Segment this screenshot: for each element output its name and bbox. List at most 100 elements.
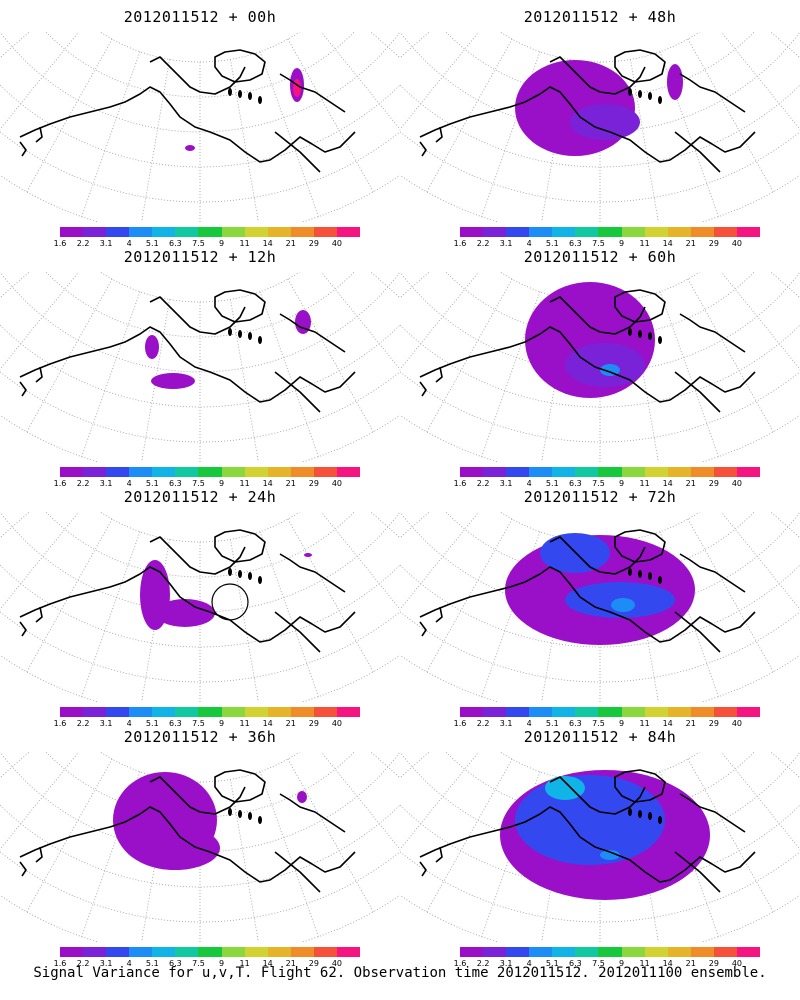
- colorbar-tick-label: 14: [662, 719, 673, 728]
- colorbar-swatch: [83, 467, 107, 477]
- longitude-line: [26, 758, 113, 913]
- island: [628, 568, 632, 576]
- colorbar-tick-label: 3.1: [499, 239, 513, 248]
- colorbar-swatch: [267, 707, 292, 717]
- coastline-segment: [19, 566, 356, 643]
- coastline-segment: [419, 566, 756, 643]
- colorbar-swatch: [598, 947, 623, 957]
- coastline-segment: [214, 289, 266, 323]
- colorbar-ticks: 1.6 2.2 3.1 4 5.1 6.3 7.5 9 11 14 21 29 40: [454, 479, 760, 491]
- longitude-line: [259, 51, 319, 217]
- colorbar-tick-label: 3.1: [499, 959, 513, 968]
- colorbar-swatch: [83, 707, 107, 717]
- coastline-segment: [35, 846, 43, 863]
- colorbar: [60, 227, 361, 237]
- longitude-line: [0, 752, 30, 779]
- coastline: [19, 49, 356, 173]
- coastline: [419, 529, 756, 653]
- colorbar-tick-label: 11: [239, 479, 250, 488]
- colorbar-tick-label: 21: [685, 719, 696, 728]
- longitude-line: [0, 752, 80, 850]
- island: [258, 336, 262, 344]
- longitude-line: [0, 512, 47, 548]
- colorbar-swatch: [336, 467, 361, 477]
- longitude-line: [370, 32, 400, 59]
- island: [638, 810, 642, 818]
- colorbar-tick-label: 2.2: [76, 719, 90, 728]
- island: [658, 96, 662, 104]
- panel-title: 2012011512 + 84h: [523, 728, 677, 746]
- coastline-segment: [35, 606, 43, 623]
- colorbar-swatch: [713, 227, 738, 237]
- coastline-segment: [214, 769, 266, 803]
- longitude-line: [659, 291, 719, 457]
- island: [658, 816, 662, 824]
- coastline-segment: [19, 621, 27, 637]
- longitude-line: [259, 291, 319, 457]
- colorbar-swatch: [736, 227, 761, 237]
- colorbar: [460, 227, 761, 237]
- colorbar-tick-label: 29: [708, 719, 719, 728]
- colorbar-tick-label: 29: [308, 959, 319, 968]
- colorbar-tick-label: 1.6: [453, 239, 467, 248]
- colorbar-tick-label: 6.3: [169, 719, 182, 728]
- longitude-line: [320, 272, 400, 370]
- longitude-line: [659, 531, 719, 697]
- colorbar-swatch: [598, 467, 623, 477]
- colorbar-tick-label: 40: [331, 479, 343, 488]
- colorbar-swatch: [106, 707, 130, 717]
- coastline-segment: [274, 371, 321, 413]
- longitude-line: [0, 32, 80, 130]
- longitude-line: [353, 272, 400, 308]
- longitude-line: [481, 531, 541, 697]
- longitude-line: [770, 32, 800, 59]
- colorbar-ticks: 1.6 2.2 3.1 4 5.1 6.3 7.5 9 11 14 21 29 40: [454, 959, 760, 971]
- latitude-line: [0, 324, 400, 408]
- island: [238, 330, 242, 338]
- longitude-line: [230, 299, 259, 462]
- longitude-line: [0, 272, 47, 308]
- longitude-line: [141, 59, 170, 222]
- latitude-line: [45, 32, 355, 98]
- colorbar-tick-label: 40: [731, 719, 743, 728]
- forecast-panel: 2012011512 + 00h 1.6 2.2 3.1 4 5.1 6.3 7.5 9 11 14…: [0, 8, 400, 253]
- colorbar-tick-label: 7.5: [192, 959, 205, 968]
- colorbar-swatch: [244, 707, 269, 717]
- colorbar-tick-label: 40: [331, 719, 343, 728]
- longitude-line: [400, 512, 430, 539]
- longitude-line: [426, 38, 513, 193]
- colorbar-swatch: [106, 227, 130, 237]
- colorbar-swatch: [667, 707, 692, 717]
- latitude-line: [99, 512, 301, 543]
- colorbar-tick-label: 4: [126, 479, 132, 488]
- longitude-line: [287, 758, 374, 913]
- colorbar-tick-label: 6.3: [569, 239, 582, 248]
- coastline-segment: [279, 553, 346, 593]
- longitude-line: [230, 779, 259, 942]
- colorbar-tick-label: 3.1: [99, 959, 113, 968]
- colorbar-tick-label: 40: [731, 239, 743, 248]
- colorbar-swatch: [621, 707, 646, 717]
- longitude-line: [259, 531, 319, 697]
- longitude-line: [770, 512, 800, 539]
- island: [228, 88, 232, 96]
- colorbar-swatch: [690, 707, 715, 717]
- colorbar-tick-label: 4: [526, 239, 532, 248]
- longitude-line: [687, 758, 774, 913]
- longitude-line: [26, 38, 113, 193]
- longitude-line: [81, 51, 141, 217]
- colorbar-swatch: [529, 707, 553, 717]
- colorbar-swatch: [175, 227, 199, 237]
- colorbar-swatch: [175, 707, 199, 717]
- latitude-line: [400, 324, 800, 408]
- colorbar-swatch: [460, 467, 484, 477]
- colorbar-ticks: 1.6 2.2 3.1 4 5.1 6.3 7.5 9 11 14 21 29 40: [454, 239, 760, 251]
- colorbar-tick-label: 21: [685, 239, 696, 248]
- longitude-line: [353, 32, 400, 68]
- lat-lon-grid: [0, 32, 400, 222]
- longitude-line: [426, 518, 513, 673]
- coastline-segment: [274, 611, 321, 653]
- coastline-segment: [679, 793, 746, 833]
- variance-contour: [295, 310, 311, 334]
- colorbar-tick-label: 29: [708, 959, 719, 968]
